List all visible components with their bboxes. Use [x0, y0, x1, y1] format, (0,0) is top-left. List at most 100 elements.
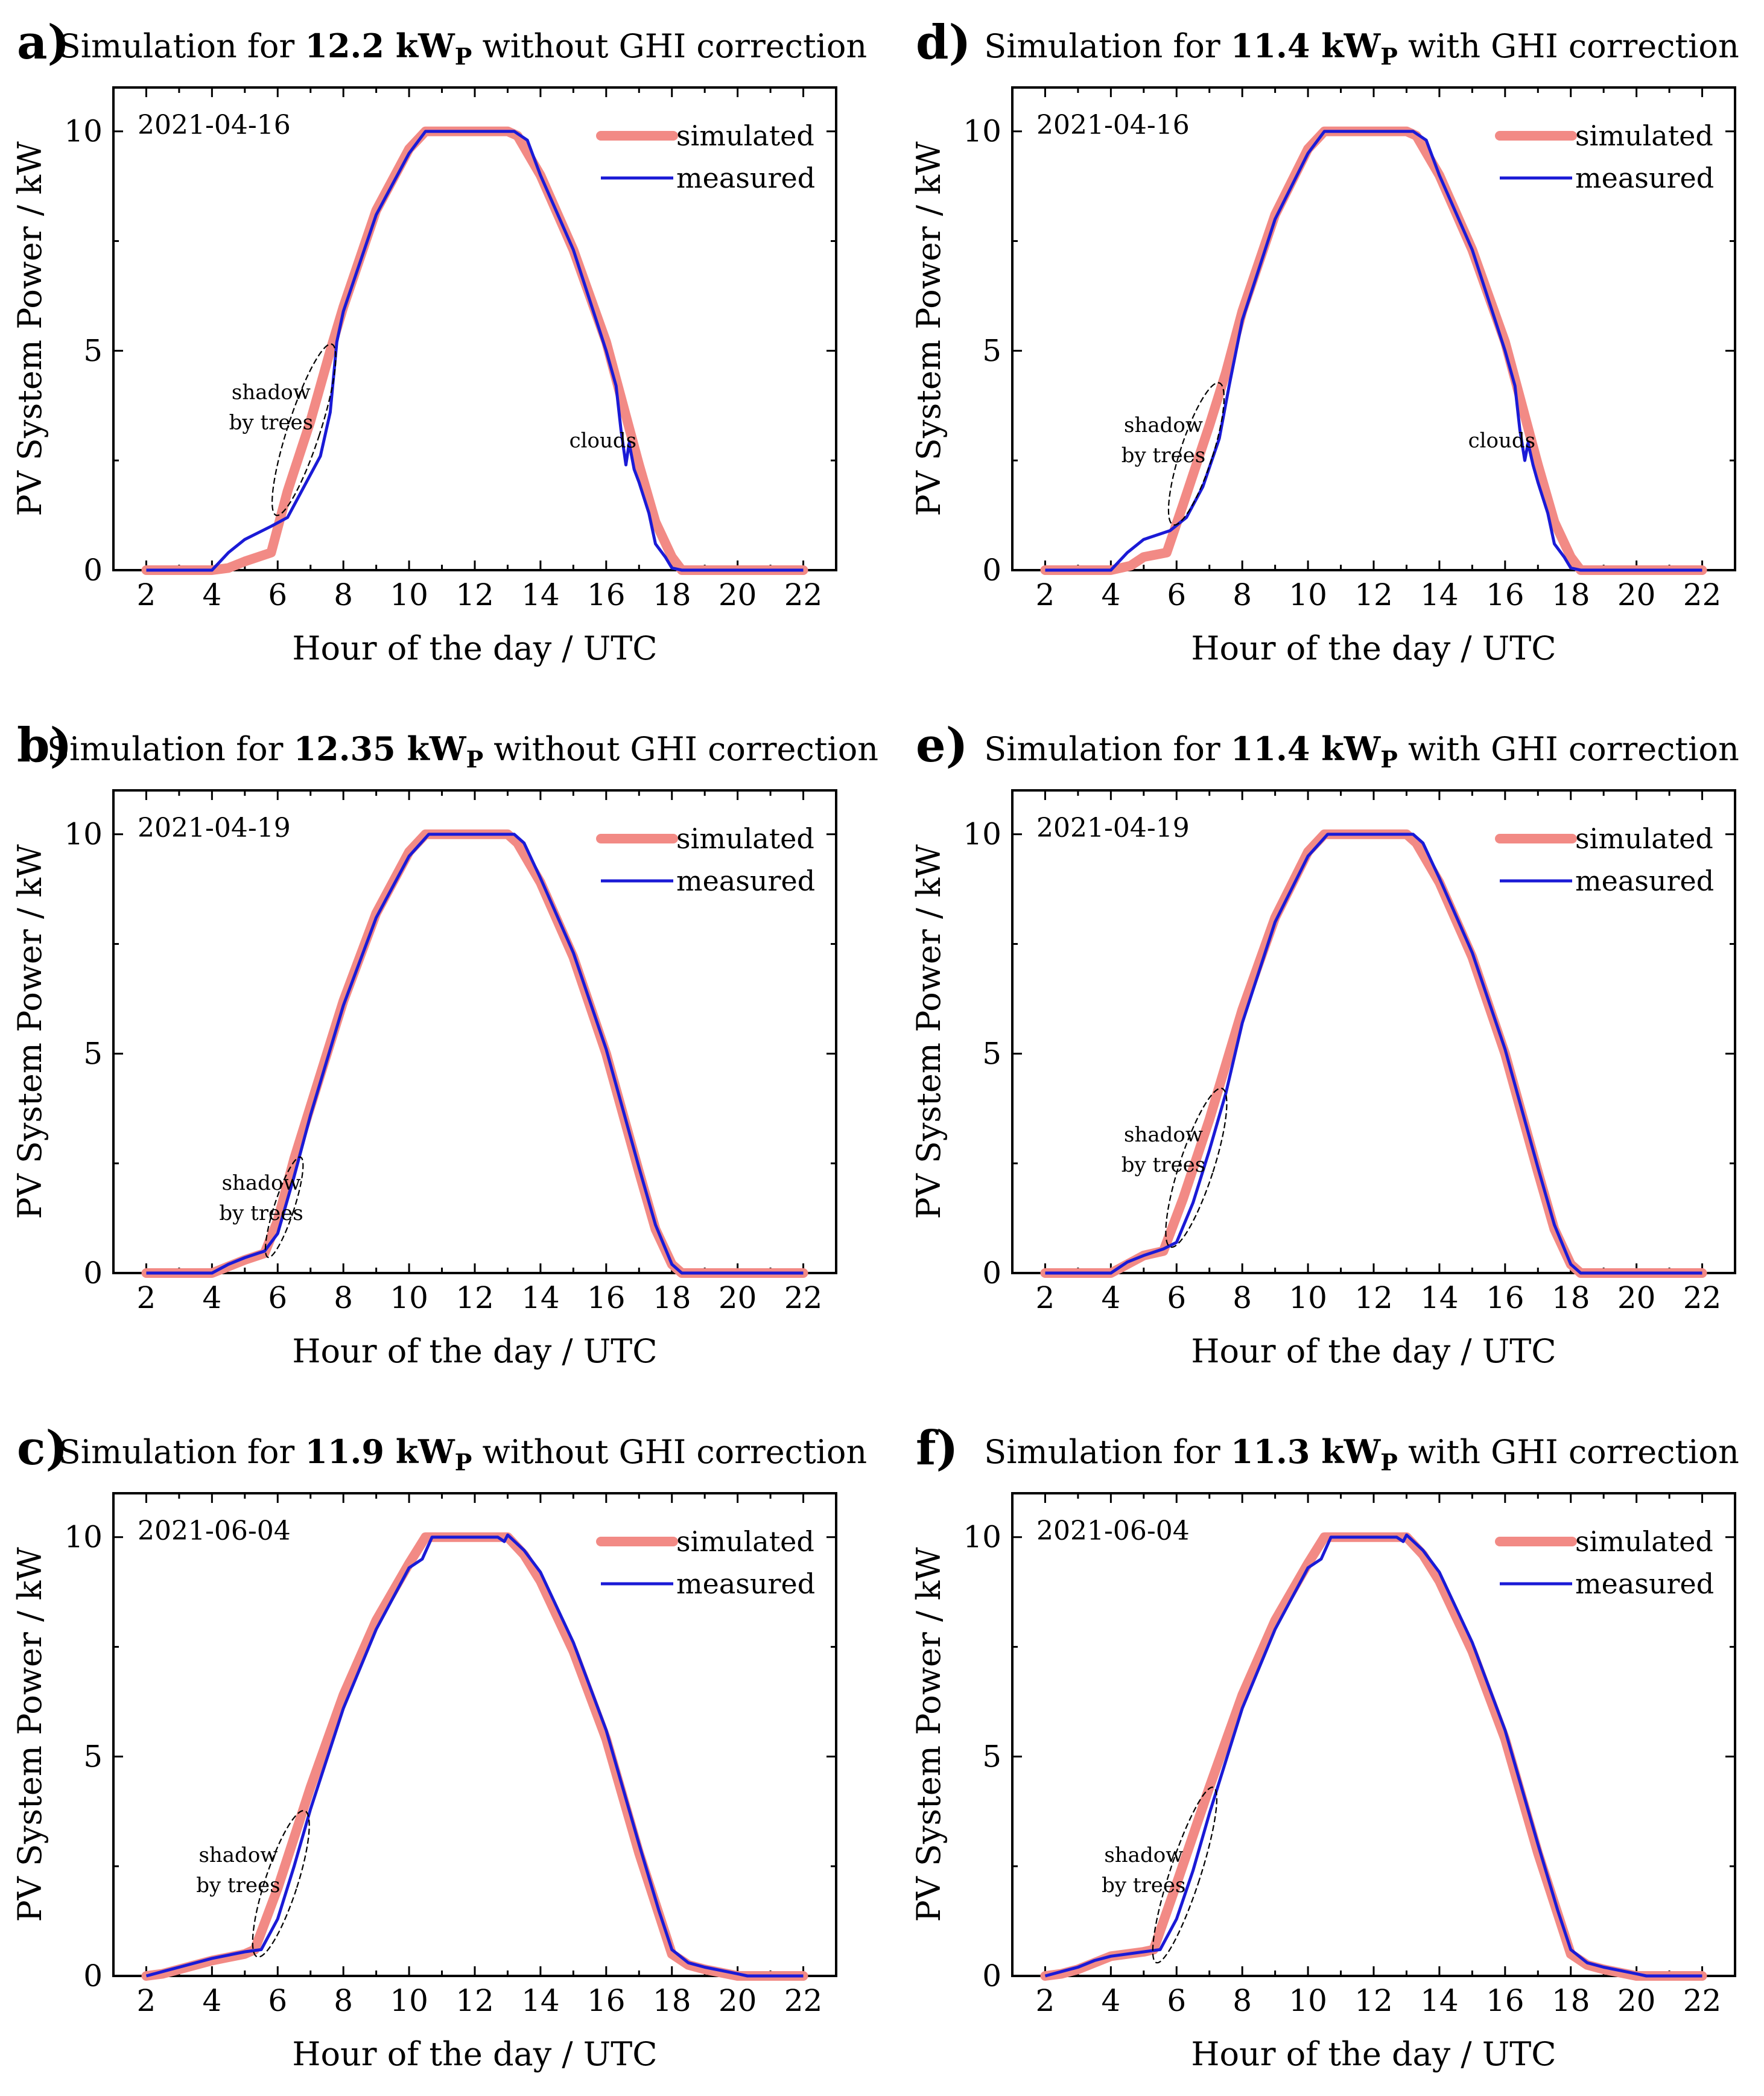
- plot-frame: [1011, 1492, 1736, 1977]
- x-tick-label: 20: [1617, 577, 1656, 612]
- x-tick-label: 2: [137, 1983, 156, 2018]
- plot-frame: [112, 86, 837, 571]
- title-power: 12.35 kW: [294, 729, 467, 768]
- y-axis-label: PV System Power / kW: [910, 1547, 948, 1922]
- legend-measured-label: measured: [676, 162, 815, 194]
- panel-title: Simulation for 11.4 kWP with GHI correct…: [984, 27, 1739, 70]
- legend-simulated-label: simulated: [676, 119, 814, 152]
- title-suffix: with GHI correction: [1398, 730, 1739, 768]
- title-power-subscript: P: [455, 43, 472, 70]
- title-suffix: without GHI correction: [483, 730, 878, 768]
- title-power: 11.4 kW: [1231, 27, 1382, 65]
- x-tick-label: 6: [268, 1280, 287, 1315]
- y-tick-label: 10: [64, 817, 103, 852]
- y-tick-label: 5: [982, 333, 1001, 368]
- legend-simulated-label: simulated: [676, 1525, 814, 1558]
- x-tick-label: 14: [1420, 577, 1459, 612]
- date-label: 2021-04-19: [138, 813, 291, 843]
- x-tick-label: 12: [455, 1280, 494, 1315]
- x-tick-label: 22: [784, 1983, 823, 2018]
- title-prefix: Simulation for: [47, 730, 294, 768]
- x-tick-label: 8: [334, 1280, 353, 1315]
- panel-letter: d): [916, 15, 971, 70]
- x-tick-label: 20: [1617, 1983, 1656, 2018]
- x-tick-label: 4: [202, 1280, 221, 1315]
- x-tick-label: 12: [455, 1983, 494, 2018]
- title-power-subscript: P: [455, 1449, 472, 1476]
- x-tick-label: 22: [1683, 1280, 1722, 1315]
- x-tick-label: 20: [719, 1983, 757, 2018]
- series-simulated-line: [141, 126, 808, 575]
- panel-b: b)Simulation for 12.35 kWP without GHI c…: [11, 718, 878, 1370]
- date-label: 2021-04-16: [138, 110, 291, 141]
- y-axis-label: PV System Power / kW: [11, 1547, 49, 1922]
- legend-simulated-label: simulated: [676, 822, 814, 855]
- x-tick-label: 14: [521, 1280, 560, 1315]
- legend-measured-label: measured: [1575, 162, 1714, 194]
- series-simulated-line: [141, 1532, 808, 1981]
- plot-frame: [1011, 86, 1736, 571]
- y-tick-label: 5: [83, 1739, 103, 1774]
- shadow-label-line1: shadow: [1124, 413, 1203, 437]
- x-tick-label: 10: [1289, 1280, 1327, 1315]
- x-tick-label: 20: [1617, 1280, 1656, 1315]
- legend-simulated-label: simulated: [1575, 1525, 1713, 1558]
- y-tick-label: 5: [83, 333, 103, 368]
- y-tick-label: 0: [83, 1958, 103, 1993]
- x-tick-label: 4: [1101, 1280, 1120, 1315]
- x-tick-label: 2: [1036, 1280, 1055, 1315]
- legend-measured-label: measured: [676, 865, 815, 897]
- date-label: 2021-06-04: [1036, 1516, 1190, 1546]
- panel-a: a)Simulation for 12.2 kWP without GHI co…: [11, 15, 867, 667]
- y-tick-label: 5: [982, 1036, 1001, 1071]
- x-tick-label: 22: [784, 577, 823, 612]
- x-tick-label: 20: [719, 577, 757, 612]
- y-tick-label: 10: [963, 114, 1001, 149]
- date-label: 2021-04-16: [1036, 110, 1190, 141]
- x-tick-label: 2: [137, 577, 156, 612]
- series-measured-line: [1045, 833, 1702, 1275]
- shadow-label-line1: shadow: [222, 1171, 301, 1195]
- y-axis-label: PV System Power / kW: [11, 141, 49, 516]
- clouds-label: clouds: [569, 428, 637, 453]
- title-power: 11.9 kW: [305, 1432, 455, 1471]
- shadow-ellipse: [264, 1156, 304, 1259]
- panel-title: Simulation for 11.4 kWP with GHI correct…: [984, 729, 1739, 773]
- x-tick-label: 8: [1233, 1280, 1252, 1315]
- plot-frame: [112, 1492, 837, 1977]
- panel-title: Simulation for 11.3 kWP with GHI correct…: [984, 1432, 1739, 1476]
- title-prefix: Simulation for: [984, 27, 1231, 65]
- panel-d: d) Simulation for 11.4 kWP with GHI corre…: [910, 15, 1739, 667]
- x-tick-label: 4: [202, 1983, 221, 2018]
- x-tick-label: 18: [653, 577, 691, 612]
- x-tick-label: 6: [1167, 1280, 1186, 1315]
- title-prefix: Simulation for: [59, 1433, 305, 1471]
- shadow-label-line1: shadow: [1104, 1843, 1183, 1867]
- x-tick-label: 18: [1552, 1280, 1590, 1315]
- shadow-ellipse: [252, 1809, 310, 1958]
- shadow-label-line2: by trees: [1122, 1153, 1205, 1177]
- x-tick-label: 18: [1552, 1983, 1590, 2018]
- title-suffix: with GHI correction: [1398, 1433, 1739, 1471]
- title-power: 11.3 kW: [1231, 1432, 1382, 1471]
- x-tick-label: 8: [1233, 577, 1252, 612]
- panel-letter: c): [17, 1421, 68, 1476]
- series-measured-line: [146, 130, 804, 572]
- x-axis-label: Hour of the day / UTC: [1191, 629, 1556, 667]
- x-tick-label: 18: [653, 1983, 691, 2018]
- y-axis-label: PV System Power / kW: [910, 844, 948, 1219]
- title-power-subscript: P: [466, 746, 484, 773]
- x-tick-label: 20: [719, 1280, 757, 1315]
- shadow-ellipse: [1152, 1786, 1218, 1964]
- plot-frame: [1011, 789, 1736, 1274]
- x-tick-label: 12: [1354, 1280, 1393, 1315]
- y-tick-label: 0: [982, 1256, 1001, 1291]
- x-tick-label: 8: [334, 1983, 353, 2018]
- panel-title: Simulation for 12.2 kWP without GHI corr…: [59, 27, 867, 70]
- x-tick-label: 14: [521, 1983, 560, 2018]
- x-tick-label: 16: [587, 577, 626, 612]
- x-tick-label: 2: [137, 1280, 156, 1315]
- x-tick-label: 18: [1552, 577, 1590, 612]
- y-axis-label: PV System Power / kW: [910, 141, 948, 516]
